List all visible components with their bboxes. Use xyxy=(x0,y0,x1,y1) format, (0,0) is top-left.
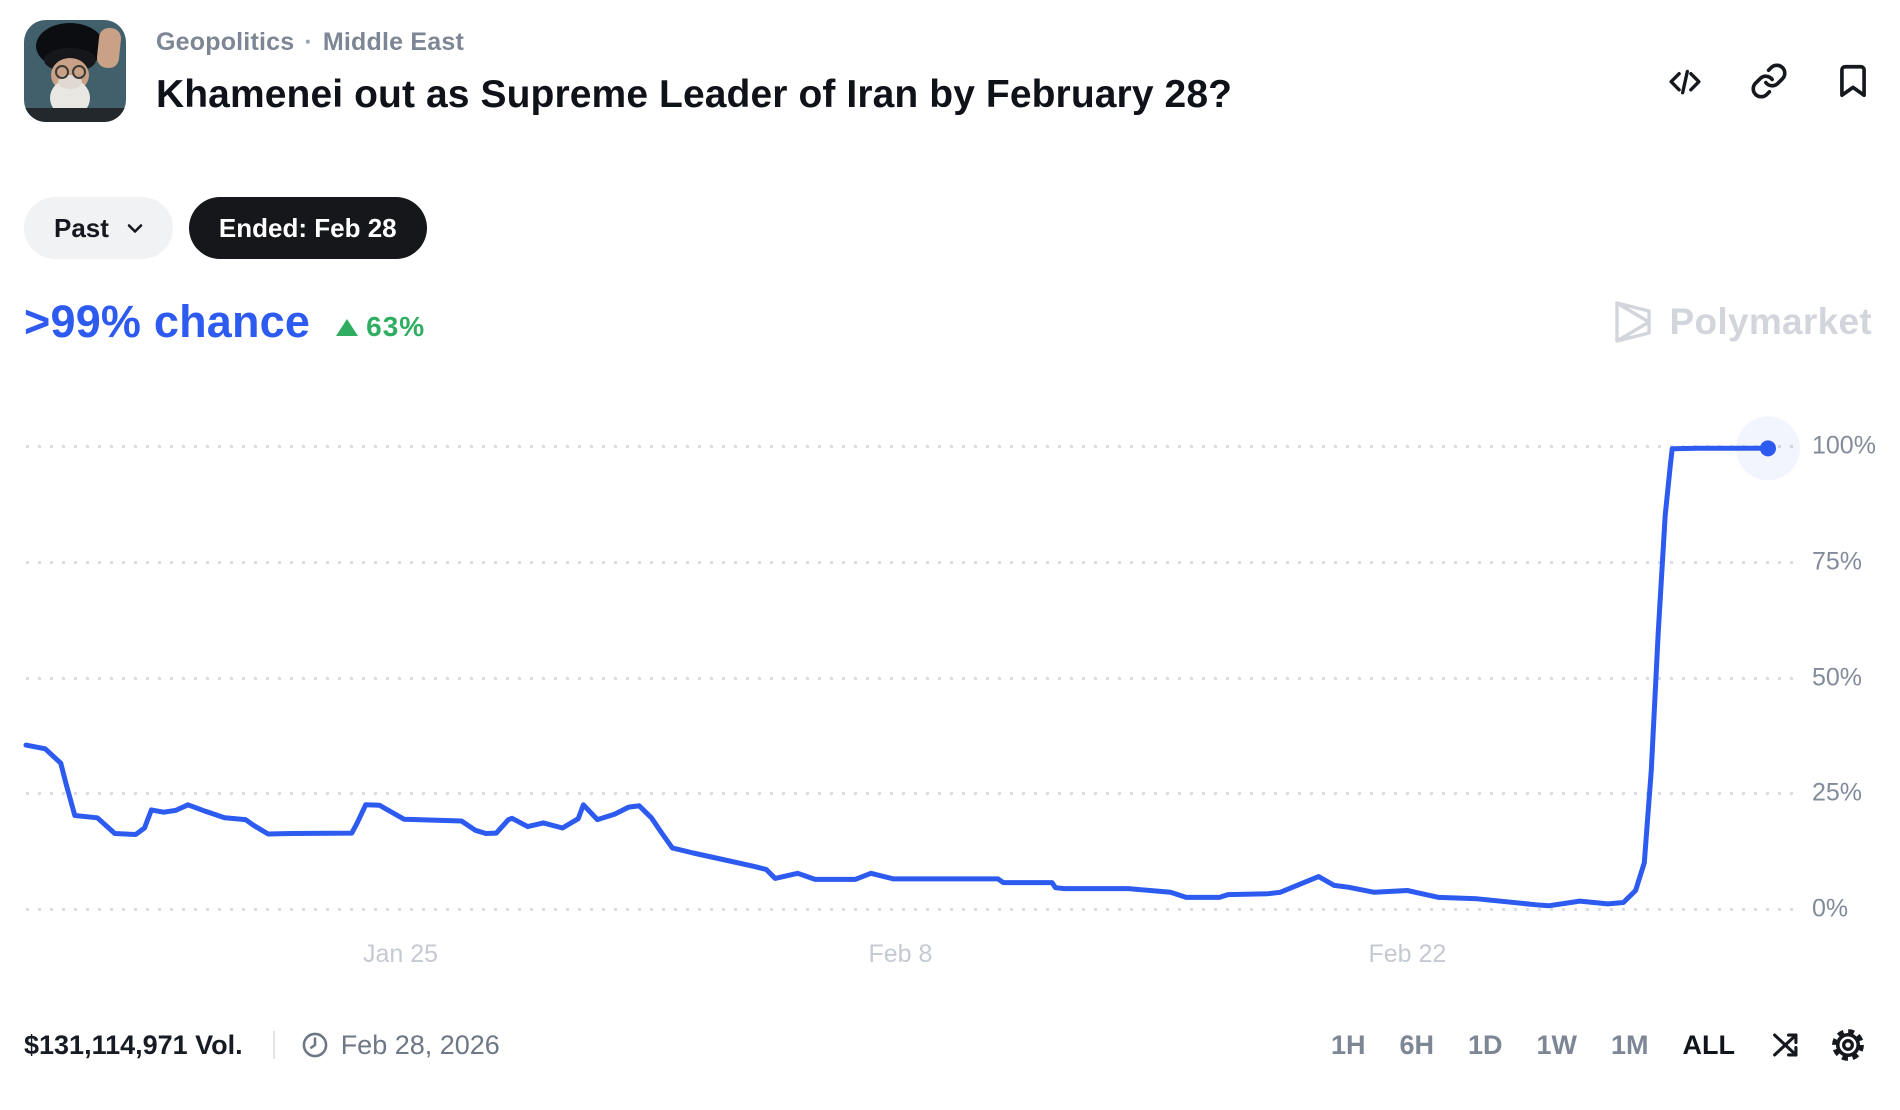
ended-status-badge: Ended: Feb 28 xyxy=(188,197,427,259)
link-icon xyxy=(1751,63,1787,99)
polymarket-logo-icon xyxy=(1614,301,1651,343)
past-filter-label: Past xyxy=(54,212,109,243)
price-line[interactable] xyxy=(0,360,1900,980)
gridline-25 xyxy=(26,792,1800,796)
end-date: Feb 28, 2026 xyxy=(301,1030,500,1061)
polymarket-wordmark: Polymarket xyxy=(1669,301,1872,342)
range-1w[interactable]: 1W xyxy=(1527,1024,1588,1067)
compare-arrows-icon xyxy=(1773,1033,1798,1057)
breadcrumb-subcategory[interactable]: Middle East xyxy=(322,28,464,56)
chance-delta: 63% xyxy=(336,311,425,343)
ended-status-label: Ended: Feb 28 xyxy=(218,212,397,243)
breadcrumb-separator: · xyxy=(304,28,313,56)
volume-label: $131,114,971 Vol. xyxy=(24,1029,243,1060)
gridline-50 xyxy=(26,676,1800,680)
bookmark-button[interactable] xyxy=(1834,62,1872,100)
price-chart[interactable]: 100% 75% 50% 25% 0% Jan 25 Feb 8 Feb 22 xyxy=(0,360,1900,980)
last-price-dot xyxy=(1760,440,1776,457)
x-tick-feb-8: Feb 8 xyxy=(868,940,933,968)
clock-icon xyxy=(302,1032,328,1058)
compare-button[interactable] xyxy=(1767,1026,1805,1064)
range-1h[interactable]: 1H xyxy=(1321,1024,1376,1067)
past-filter-dropdown[interactable]: Past xyxy=(24,197,173,259)
y-tick-0: 0% xyxy=(1812,894,1849,923)
y-tick-75: 75% xyxy=(1812,547,1863,576)
breadcrumb-category[interactable]: Geopolitics xyxy=(156,28,295,56)
range-all[interactable]: ALL xyxy=(1673,1024,1745,1067)
chart-footer: $131,114,971 Vol. Feb 28, 2026 1H 6H 1D 1W 1… xyxy=(24,1022,1867,1068)
chevron-down-icon xyxy=(127,224,143,233)
delta-value: 63% xyxy=(366,311,426,342)
chance-value: >99% chance xyxy=(24,296,311,347)
polymarket-watermark: Polymarket xyxy=(1610,298,1873,346)
gridline-100 xyxy=(26,445,1800,448)
market-header: Geopolitics · Middle East Khamenei out as … xyxy=(24,20,1872,122)
range-1m[interactable]: 1M xyxy=(1601,1024,1659,1067)
breadcrumb: Geopolitics · Middle East xyxy=(156,28,1232,57)
y-tick-100: 100% xyxy=(1812,431,1876,460)
gridline-75 xyxy=(26,560,1800,564)
embed-code-button[interactable] xyxy=(1666,62,1704,100)
x-tick-jan-25: Jan 25 xyxy=(362,940,439,968)
footer-divider xyxy=(272,1031,275,1059)
filter-row: Past Ended: Feb 28 xyxy=(24,197,427,259)
code-icon xyxy=(1669,69,1701,95)
range-1d[interactable]: 1D xyxy=(1458,1024,1513,1067)
header-text: Geopolitics · Middle East Khamenei out as … xyxy=(156,20,1232,122)
triangle-up-icon xyxy=(336,318,359,336)
time-range-selector: 1H 6H 1D 1W 1M ALL xyxy=(1321,1024,1745,1067)
end-date-label: Feb 28, 2026 xyxy=(340,1029,500,1060)
settings-button[interactable] xyxy=(1829,1026,1867,1064)
outcome-row: >99% chance 63% Polymarket xyxy=(24,296,1872,348)
y-tick-25: 25% xyxy=(1812,778,1863,807)
bookmark-icon xyxy=(1840,64,1866,98)
khamenei-photo xyxy=(24,20,126,122)
market-avatar xyxy=(24,20,126,122)
page-title: Khamenei out as Supreme Leader of Iran b… xyxy=(156,73,1233,116)
footer-actions xyxy=(1767,1026,1867,1064)
range-6h[interactable]: 6H xyxy=(1389,1024,1444,1067)
gear-icon xyxy=(1832,1029,1864,1061)
x-tick-feb-22: Feb 22 xyxy=(1368,940,1447,968)
gridline-0 xyxy=(26,908,1800,911)
header-actions xyxy=(1666,20,1872,122)
copy-link-button[interactable] xyxy=(1750,62,1788,100)
y-tick-50: 50% xyxy=(1812,663,1863,691)
